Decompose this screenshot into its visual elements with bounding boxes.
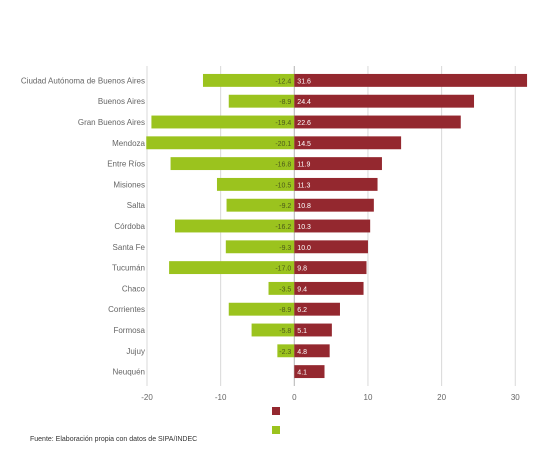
- x-tick-label: 30: [511, 393, 520, 402]
- bar-positive: [294, 344, 330, 358]
- category-label: Chaco: [122, 284, 146, 293]
- data-label: 4.1: [297, 370, 307, 377]
- data-label: -16.8: [275, 162, 291, 169]
- category-label: Neuquén: [113, 368, 145, 377]
- bar-positive: [294, 281, 364, 295]
- bar-negative: [226, 198, 295, 212]
- data-label: -12.4: [275, 78, 291, 85]
- category-label: Mendoza: [112, 139, 145, 148]
- data-label: 14.5: [297, 141, 311, 148]
- data-label: 4.8: [297, 349, 307, 356]
- bar-negative: [277, 344, 295, 358]
- category-label: Entre Ríos: [107, 160, 145, 169]
- bar-negative: [202, 73, 295, 87]
- legend-swatch-0: [272, 425, 280, 434]
- data-label: 10.0: [297, 245, 311, 252]
- data-label: 10.3: [297, 224, 311, 231]
- bar-positive: [294, 73, 528, 87]
- category-label: Ciudad Autónoma de Buenos Aires: [21, 76, 145, 85]
- data-label: 11.3: [297, 182, 310, 189]
- legend-swatch-1: [272, 406, 280, 415]
- data-label: 6.2: [297, 307, 307, 314]
- bar-negative: [228, 94, 295, 108]
- data-label: 10.8: [297, 203, 311, 210]
- bar-positive: [294, 157, 382, 171]
- legend-item-1: [272, 406, 286, 415]
- data-label: -8.9: [279, 307, 291, 314]
- x-tick-label: -10: [215, 393, 227, 402]
- bar-negative: [225, 240, 295, 254]
- bar-negative: [151, 115, 295, 129]
- source-text: Fuente: Elaboración propia con datos de …: [30, 436, 198, 443]
- category-label: Córdoba: [114, 222, 145, 231]
- category-label: Corrientes: [108, 305, 145, 314]
- x-tick-label: 10: [364, 393, 373, 402]
- bar-negative: [228, 302, 295, 316]
- bar-negative: [146, 136, 295, 150]
- data-label: -9.2: [279, 203, 291, 210]
- source-note: Fuente: Elaboración propia con datos de …: [30, 436, 197, 443]
- category-label: Gran Buenos Aires: [78, 118, 145, 127]
- category-label: Jujuy: [126, 347, 145, 356]
- data-label: -3.5: [279, 286, 291, 293]
- data-label: -5.8: [279, 328, 291, 335]
- category-label: Salta: [127, 201, 146, 210]
- data-label: 11.9: [297, 162, 310, 169]
- bar-negative: [216, 177, 295, 191]
- data-label: -19.4: [275, 120, 291, 127]
- category-label: Buenos Aires: [98, 97, 145, 106]
- bar-positive: [294, 323, 332, 337]
- legend-item-0: [272, 425, 286, 434]
- data-label: -9.3: [279, 245, 291, 252]
- bar-positive: [294, 261, 367, 275]
- data-label: 9.4: [297, 286, 307, 293]
- bar-positive: [294, 219, 371, 233]
- data-label: 9.8: [297, 266, 307, 273]
- bar-positive: [294, 94, 475, 108]
- bar-negative: [174, 219, 295, 233]
- category-label: Santa Fe: [113, 243, 146, 252]
- data-label: 24.4: [297, 99, 311, 106]
- data-label: -17.0: [275, 266, 291, 273]
- bar-positive: [294, 240, 368, 254]
- category-label: Misiones: [113, 180, 145, 189]
- bar-positive: [294, 302, 340, 316]
- data-label: 22.6: [297, 120, 311, 127]
- bar-positive: [294, 115, 461, 129]
- data-label: -20.1: [275, 141, 291, 148]
- data-label: -16.2: [275, 224, 291, 231]
- bar-negative: [169, 261, 295, 275]
- bar-positive: [294, 136, 402, 150]
- data-label: 5.1: [297, 328, 307, 335]
- bar-positive: [294, 198, 374, 212]
- x-tick-label: 20: [437, 393, 446, 402]
- bar-positive: [294, 177, 378, 191]
- category-label: Tucumán: [112, 264, 145, 273]
- x-tick-label: -20: [141, 393, 153, 402]
- data-label: 31.6: [297, 78, 311, 85]
- bar-negative: [268, 281, 295, 295]
- bar-positive: [294, 365, 325, 379]
- data-label: -10.5: [275, 182, 291, 189]
- bar-negative: [251, 323, 295, 337]
- category-label: Formosa: [113, 326, 145, 335]
- data-label: -2.3: [279, 349, 291, 356]
- data-label: -8.9: [279, 99, 291, 106]
- x-tick-label: 0: [292, 393, 297, 402]
- bar-negative: [170, 157, 295, 171]
